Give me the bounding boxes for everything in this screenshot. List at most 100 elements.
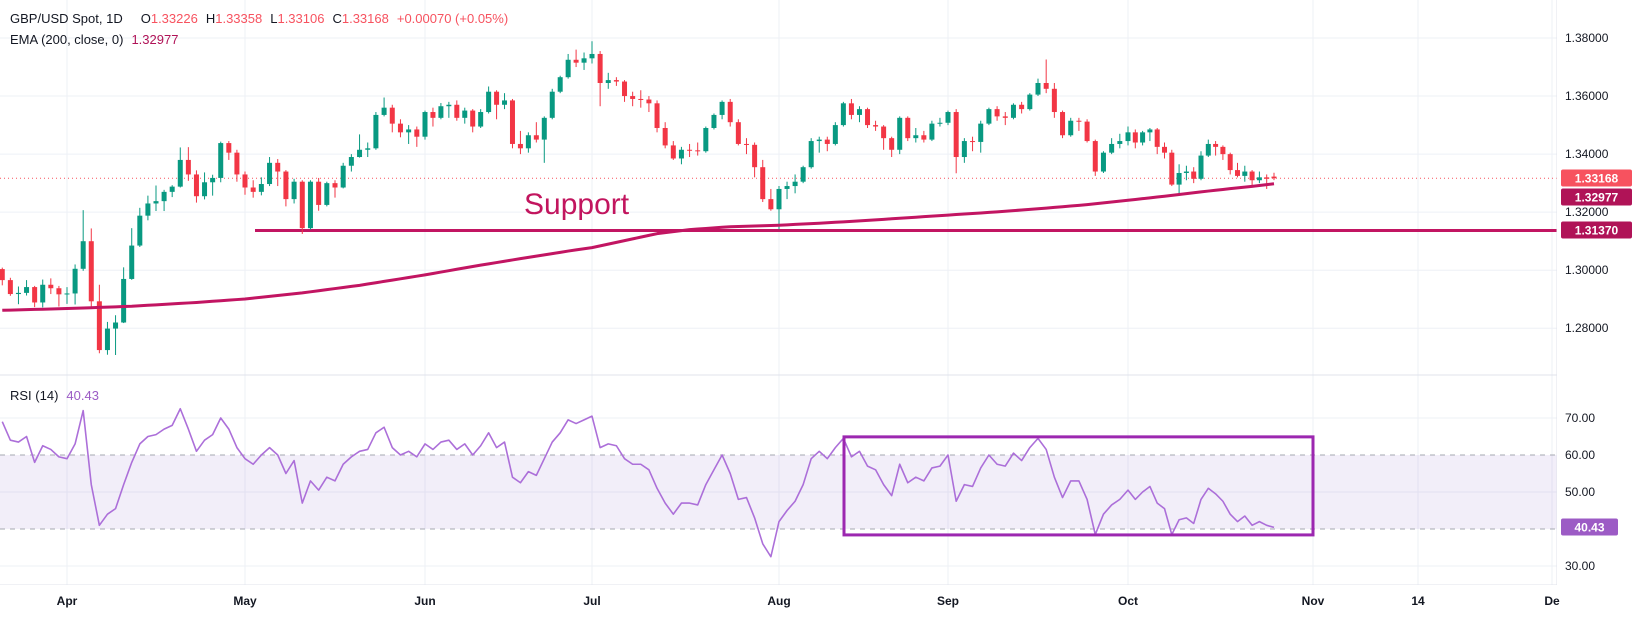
candle-body xyxy=(478,112,484,127)
candle-body xyxy=(622,81,628,97)
support-annotation-label[interactable]: Support xyxy=(524,188,630,221)
ohlc-row: GBP/USD Spot, 1D O1.33226 H1.33358 L1.33106… xyxy=(10,8,508,29)
candle-body xyxy=(978,123,984,142)
candle-body xyxy=(800,167,806,182)
candle-body xyxy=(889,138,895,150)
price-tick-label: 1.36000 xyxy=(1565,89,1609,104)
candle-body xyxy=(454,104,460,118)
rsi-band xyxy=(0,455,1557,529)
ema-line[interactable] xyxy=(2,182,1275,312)
ema-label: EMA (200, close, 0) xyxy=(10,32,124,47)
candle-body xyxy=(856,109,862,115)
candle-body xyxy=(161,191,167,202)
candle-body xyxy=(986,109,992,124)
price-axis[interactable]: 1.38000 1.36000 1.34000 1.32000 1.30000 1.280… xyxy=(1557,0,1637,585)
candle-body xyxy=(557,77,563,92)
ema-row[interactable]: EMA (200, close, 0) 1.32977 xyxy=(10,29,508,50)
candle-body xyxy=(397,123,403,133)
candle-body xyxy=(525,135,531,149)
price-axis-badge-last: 1.33168 xyxy=(1561,169,1632,187)
time-axis-label: Aug xyxy=(767,594,791,608)
candle-body xyxy=(365,148,371,150)
candle-body xyxy=(1117,141,1123,144)
candle-body xyxy=(581,58,587,63)
candle-body xyxy=(332,183,338,188)
high-label: H xyxy=(205,11,216,26)
candle-body xyxy=(735,122,741,144)
candle-body xyxy=(1068,120,1074,136)
high-value: 1.33358 xyxy=(215,11,263,26)
time-axis[interactable]: Apr May Jun Jul Aug Sep Oct Nov 14 De xyxy=(0,585,1637,621)
candle-body xyxy=(517,143,523,149)
candle-body xyxy=(865,109,871,126)
candle-body xyxy=(381,107,387,115)
candle-body xyxy=(816,139,822,142)
candle-body xyxy=(210,177,216,183)
candle-body xyxy=(589,53,595,59)
candle-body xyxy=(646,99,652,104)
candle-body xyxy=(414,129,420,137)
candle-body xyxy=(711,114,717,128)
candle-body xyxy=(760,167,766,200)
candle-body xyxy=(193,174,199,197)
price-axis-badge-ema: 1.32977 xyxy=(1561,188,1632,206)
rsi-highlight-box[interactable] xyxy=(842,435,1315,537)
time-axis-label: Oct xyxy=(1117,594,1139,608)
candle-body xyxy=(743,143,749,145)
candle-body xyxy=(121,278,127,323)
candle-body xyxy=(1205,143,1211,156)
candle-body xyxy=(1109,143,1115,153)
candle-body xyxy=(1264,177,1270,179)
candle-body xyxy=(1249,171,1255,181)
change-value: +0.00070 (+0.05%) xyxy=(396,11,509,26)
candle-body xyxy=(929,123,935,140)
candle-body xyxy=(406,129,412,133)
candle-body xyxy=(299,181,305,229)
candle-body xyxy=(654,103,660,128)
candle-body xyxy=(953,112,959,158)
candle-body xyxy=(430,112,436,118)
time-axis-label: Jul xyxy=(583,594,601,608)
candle-body xyxy=(678,149,684,159)
candle-body xyxy=(357,149,363,158)
candle-body xyxy=(808,141,814,168)
candle-body xyxy=(446,104,452,107)
candle-body xyxy=(1242,171,1248,176)
candle-body xyxy=(881,126,887,139)
time-axis-label: Apr xyxy=(56,594,78,608)
candle-body xyxy=(824,139,830,144)
candle-body xyxy=(422,112,428,137)
candle-body xyxy=(169,186,175,192)
candle-body xyxy=(56,288,62,295)
candle-body xyxy=(840,103,846,126)
candle-body xyxy=(15,292,21,295)
candle-body xyxy=(48,284,54,289)
candle-body xyxy=(1235,170,1240,176)
candle-body xyxy=(32,287,38,303)
candle-body xyxy=(226,143,232,153)
open-label: O xyxy=(140,11,151,26)
candle-body xyxy=(1220,146,1226,155)
candle-body xyxy=(1002,116,1008,118)
price-tick-label: 1.38000 xyxy=(1565,31,1609,45)
rsi-legend[interactable]: RSI (14) 40.43 xyxy=(10,388,99,403)
candle-body xyxy=(1100,152,1106,172)
rsi-axis-badge: 40.43 xyxy=(1561,518,1618,536)
time-axis-label: De xyxy=(1544,594,1560,608)
symbol-title: GBP/USD Spot, 1D xyxy=(10,11,123,26)
candle-body xyxy=(687,149,693,151)
candle-body xyxy=(250,187,256,192)
candle-body xyxy=(80,241,86,269)
candle-body xyxy=(316,181,322,205)
candle-body xyxy=(145,203,151,216)
candle-body xyxy=(438,106,444,118)
candle-body xyxy=(486,91,492,113)
candle-body xyxy=(695,150,701,152)
symbol-legend[interactable]: GBP/USD Spot, 1D O1.33226 H1.33358 L1.33106… xyxy=(10,8,508,50)
candle-body xyxy=(573,59,579,63)
candle-body xyxy=(96,301,102,351)
candle-body xyxy=(1154,129,1160,147)
time-axis-label: May xyxy=(233,594,257,608)
